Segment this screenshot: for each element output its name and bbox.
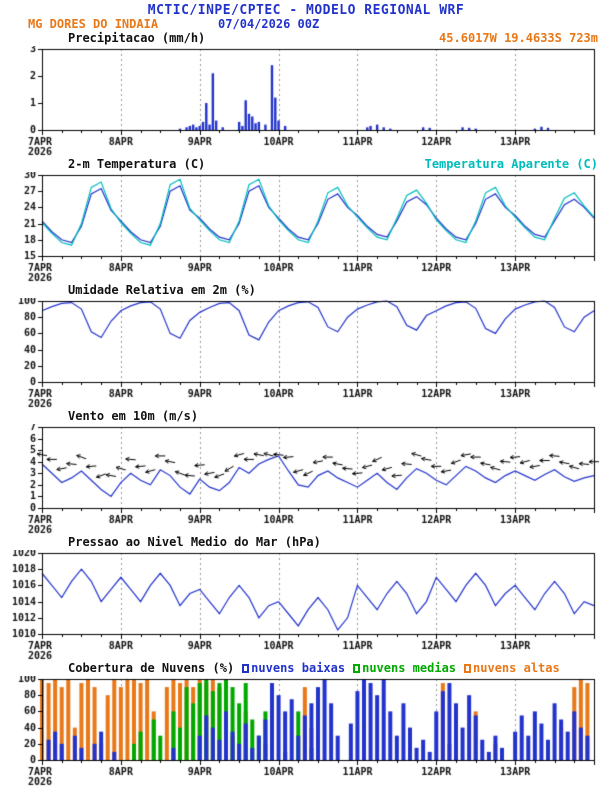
panel-wind: Vento em 10m (m/s) [0,410,612,536]
page-title: MCTIC/INPE/CPTEC - MODELO REGIONAL WRF [147,3,465,18]
panel-title-row-pressure: Pressao ao Nivel Medio do Mar (hPa) [0,536,612,550]
pressure-chart [0,550,612,662]
run-datetime: 07/04/2026 00Z [218,17,320,31]
panel-title-humidity: Umidade Relativa em 2m (%) [68,283,256,297]
legend-item-nuvens-baixas: nuvens baixas [236,661,345,675]
panel-title-clouds: Cobertura de Nuvens (%) [68,661,235,675]
panel-title-row-temperature: Temperatura Aparente (C) 2-m Temperatura… [0,158,612,172]
panel-title-pressure: Pressao ao Nivel Medio do Mar (hPa) [68,535,321,549]
panel-title-row-wind: Vento em 10m (m/s) [0,410,612,424]
legend-item-nuvens-medias: nuvens medias [347,661,456,675]
low-clouds-legend-label: nuvens baixas [251,661,346,675]
station-name: MG DORES DO INDAIA [28,17,159,31]
apparent-temperature-label: Temperatura Aparente (C) [424,157,598,171]
panel-title-row-precipitation: 45.6017W 19.4633S 723m Precipitacao (mm/… [0,32,612,46]
clouds-chart [0,676,612,788]
panel-precipitation: 45.6017W 19.4633S 723m Precipitacao (mm/… [0,32,612,158]
temperature-chart [0,172,612,284]
mid-clouds-legend-swatch [353,664,361,673]
high-clouds-legend-label: nuvens altas [473,661,560,675]
panel-pressure: Pressao ao Nivel Medio do Mar (hPa) [0,536,612,662]
precipitation-chart [0,46,612,158]
panel-title-wind: Vento em 10m (m/s) [68,409,199,423]
humidity-chart [0,298,612,410]
panel-title-temperature: 2-m Temperatura (C) [68,157,206,171]
panel-clouds: Cobertura de Nuvens (%) nuvens baixas nuve… [0,662,612,788]
station-coords: 45.6017W 19.4633S 723m [439,31,598,45]
low-clouds-legend-swatch [242,664,250,673]
panel-title-precipitation: Precipitacao (mm/h) [68,31,206,45]
header-row: MG DORES DO INDAIA 07/04/2026 00Z [0,17,612,32]
panel-title-row-humidity: Umidade Relativa em 2m (%) [0,284,612,298]
wind-chart [0,424,612,536]
panel-title-row-clouds: Cobertura de Nuvens (%) nuvens baixas nuve… [0,662,612,676]
panel-temperature: Temperatura Aparente (C) 2-m Temperatura… [0,158,612,284]
high-clouds-legend-swatch [464,664,472,673]
panel-humidity: Umidade Relativa em 2m (%) [0,284,612,410]
mid-clouds-legend-label: nuvens medias [362,661,457,675]
legend-item-nuvens-altas: nuvens altas [458,661,560,675]
